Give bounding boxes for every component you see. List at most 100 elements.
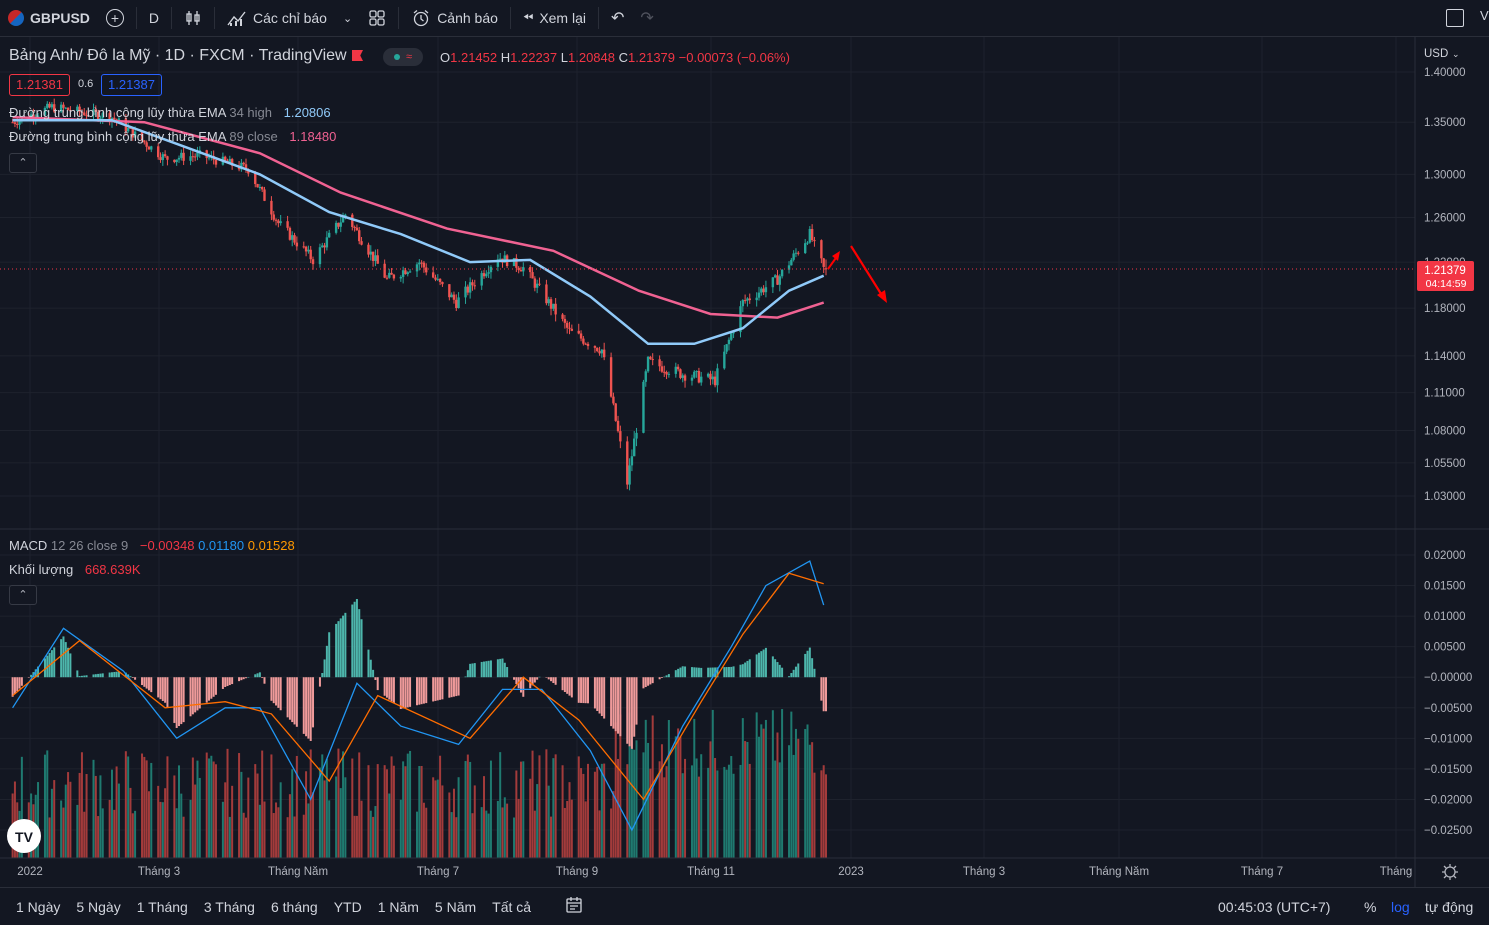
macd-hist-bar <box>101 673 104 678</box>
replay-button[interactable]: ⏪︎ Xem lại <box>515 0 594 36</box>
macd-hist-bar <box>129 676 132 678</box>
macd-hist-bar <box>355 599 358 678</box>
candle <box>161 152 165 166</box>
range-button-2[interactable]: 1 Tháng <box>136 898 188 915</box>
flag-marker-icon[interactable] <box>352 50 363 61</box>
buy-price-button[interactable]: 1.21387 <box>101 74 162 96</box>
macd-axis[interactable]: 0.02000 0.01500 0.01000 0.00500 −0.00000 −0.0… <box>1424 550 1472 837</box>
volume-bar <box>792 754 795 858</box>
volume-bar <box>633 749 636 858</box>
layouts-button[interactable] <box>360 0 394 36</box>
volume-bar <box>464 761 467 858</box>
macd-hist-bar <box>466 670 469 678</box>
volume-bar <box>781 709 784 858</box>
volume-bar <box>455 817 458 858</box>
range-button-8[interactable]: Tất cả <box>492 898 532 915</box>
ema89-legend[interactable]: Đường trung bình cộng lũy thừa EMA 89 cl… <box>9 129 336 144</box>
range-button-4[interactable]: 6 tháng <box>270 898 318 915</box>
currency-label[interactable]: USD <box>1424 48 1448 60</box>
macd-hist-bar <box>469 663 472 678</box>
macd-hist-bar <box>353 601 356 678</box>
settings-gear-icon[interactable] <box>1442 864 1458 880</box>
macd-hist-bar <box>582 677 585 704</box>
macd-tick-label: 0.01000 <box>1424 611 1466 623</box>
price-axis[interactable]: 1.400001.350001.300001.260001.220001.180… <box>1424 67 1466 503</box>
candle <box>667 371 671 378</box>
volume-bar <box>709 741 712 858</box>
candle <box>563 314 567 329</box>
volume-bar <box>485 810 488 858</box>
macd-hist-bar <box>644 677 647 688</box>
range-button-7[interactable]: 5 Năm <box>434 898 477 915</box>
sell-price-button[interactable]: 1.21381 <box>9 74 70 96</box>
indicators-dropdown[interactable]: ⌄ <box>335 0 360 36</box>
volume-legend[interactable]: Khối lượng 668.639K <box>9 562 141 577</box>
macd-legend[interactable]: MACD 12 26 close 9 −0.00348 0.01180 0.01… <box>9 538 295 553</box>
goto-date-button[interactable] <box>557 896 591 917</box>
macd-hist-bar <box>519 677 522 693</box>
auto-toggle[interactable]: tự động <box>1425 888 1473 925</box>
candle <box>466 284 470 296</box>
collapse-macd-legend-button[interactable]: ⌃ <box>9 585 37 605</box>
undo-button[interactable]: ↶ <box>603 0 632 36</box>
candle <box>399 275 403 282</box>
volume-bar <box>603 763 606 858</box>
chart-title[interactable]: Bảng Anh/ Đô la Mỹ · 1D · FXCM · Trading… <box>9 47 347 64</box>
collapse-legend-button[interactable]: ⌃ <box>9 153 37 173</box>
macd-hist-bar <box>693 667 696 678</box>
candle <box>473 279 476 290</box>
redo-button[interactable]: ↷ <box>632 0 661 36</box>
chart-type-button[interactable] <box>176 0 210 36</box>
compare-button[interactable]: + <box>98 0 132 36</box>
candle <box>302 241 305 249</box>
macd-hist-bar <box>757 652 760 678</box>
symbol-search[interactable]: GBPUSD <box>0 0 98 36</box>
chart-canvas[interactable]: 1.400001.350001.300001.260001.220001.180… <box>0 37 1489 887</box>
candle <box>457 292 460 309</box>
candle <box>693 370 696 379</box>
macd-hist-bar <box>383 677 386 696</box>
candle <box>450 292 453 298</box>
market-status-badge[interactable]: ≈ <box>383 48 423 66</box>
candle <box>706 372 710 379</box>
time-axis[interactable]: 2022 Tháng 3 Tháng Năm Tháng 7 Tháng 9 Tháng … <box>17 866 1412 878</box>
interval-button[interactable]: D <box>141 0 167 36</box>
macd-hist-bar <box>143 677 146 687</box>
volume-bar <box>681 773 684 858</box>
candle <box>323 242 326 254</box>
range-button-1[interactable]: 5 Ngày <box>76 898 121 915</box>
candle <box>295 236 299 251</box>
candle <box>274 218 278 226</box>
red-arrow-up <box>827 251 840 270</box>
volume-bar <box>270 754 273 858</box>
clock-button[interactable]: 00:45:03 (UTC+7) <box>1218 888 1330 925</box>
range-button-3[interactable]: 3 Tháng <box>203 898 255 915</box>
log-toggle[interactable]: log <box>1391 888 1410 925</box>
volume-bar <box>238 753 241 858</box>
volume-bar <box>746 742 749 858</box>
indicators-button[interactable]: Các chỉ báo <box>219 0 335 36</box>
tradingview-logo[interactable]: TV <box>7 819 41 853</box>
macd-hist-bar <box>563 677 566 693</box>
volume-bar <box>150 762 153 858</box>
volume-bar <box>811 742 814 858</box>
alert-button[interactable]: Cảnh báo <box>403 0 506 36</box>
candle <box>496 254 500 272</box>
volume-bar <box>723 766 726 858</box>
fullscreen-button[interactable] <box>1446 9 1464 27</box>
ema34-legend[interactable]: Đường trung bình cộng lũy thừa EMA 34 hi… <box>9 105 331 120</box>
volume-bar <box>214 764 217 858</box>
candle <box>487 265 490 279</box>
volume-bar <box>554 754 557 858</box>
volume-bar <box>374 806 377 858</box>
range-button-6[interactable]: 1 Năm <box>377 898 419 915</box>
currency-chevron-icon[interactable]: ⌄ <box>1452 49 1460 59</box>
macd-hist-bar <box>489 660 492 678</box>
candle <box>711 370 714 385</box>
volume-bar <box>113 809 116 858</box>
candle <box>482 270 486 279</box>
range-button-0[interactable]: 1 Ngày <box>16 898 61 915</box>
candle <box>309 245 312 264</box>
percent-toggle[interactable]: % <box>1364 888 1376 925</box>
range-button-5[interactable]: YTD <box>333 898 362 915</box>
